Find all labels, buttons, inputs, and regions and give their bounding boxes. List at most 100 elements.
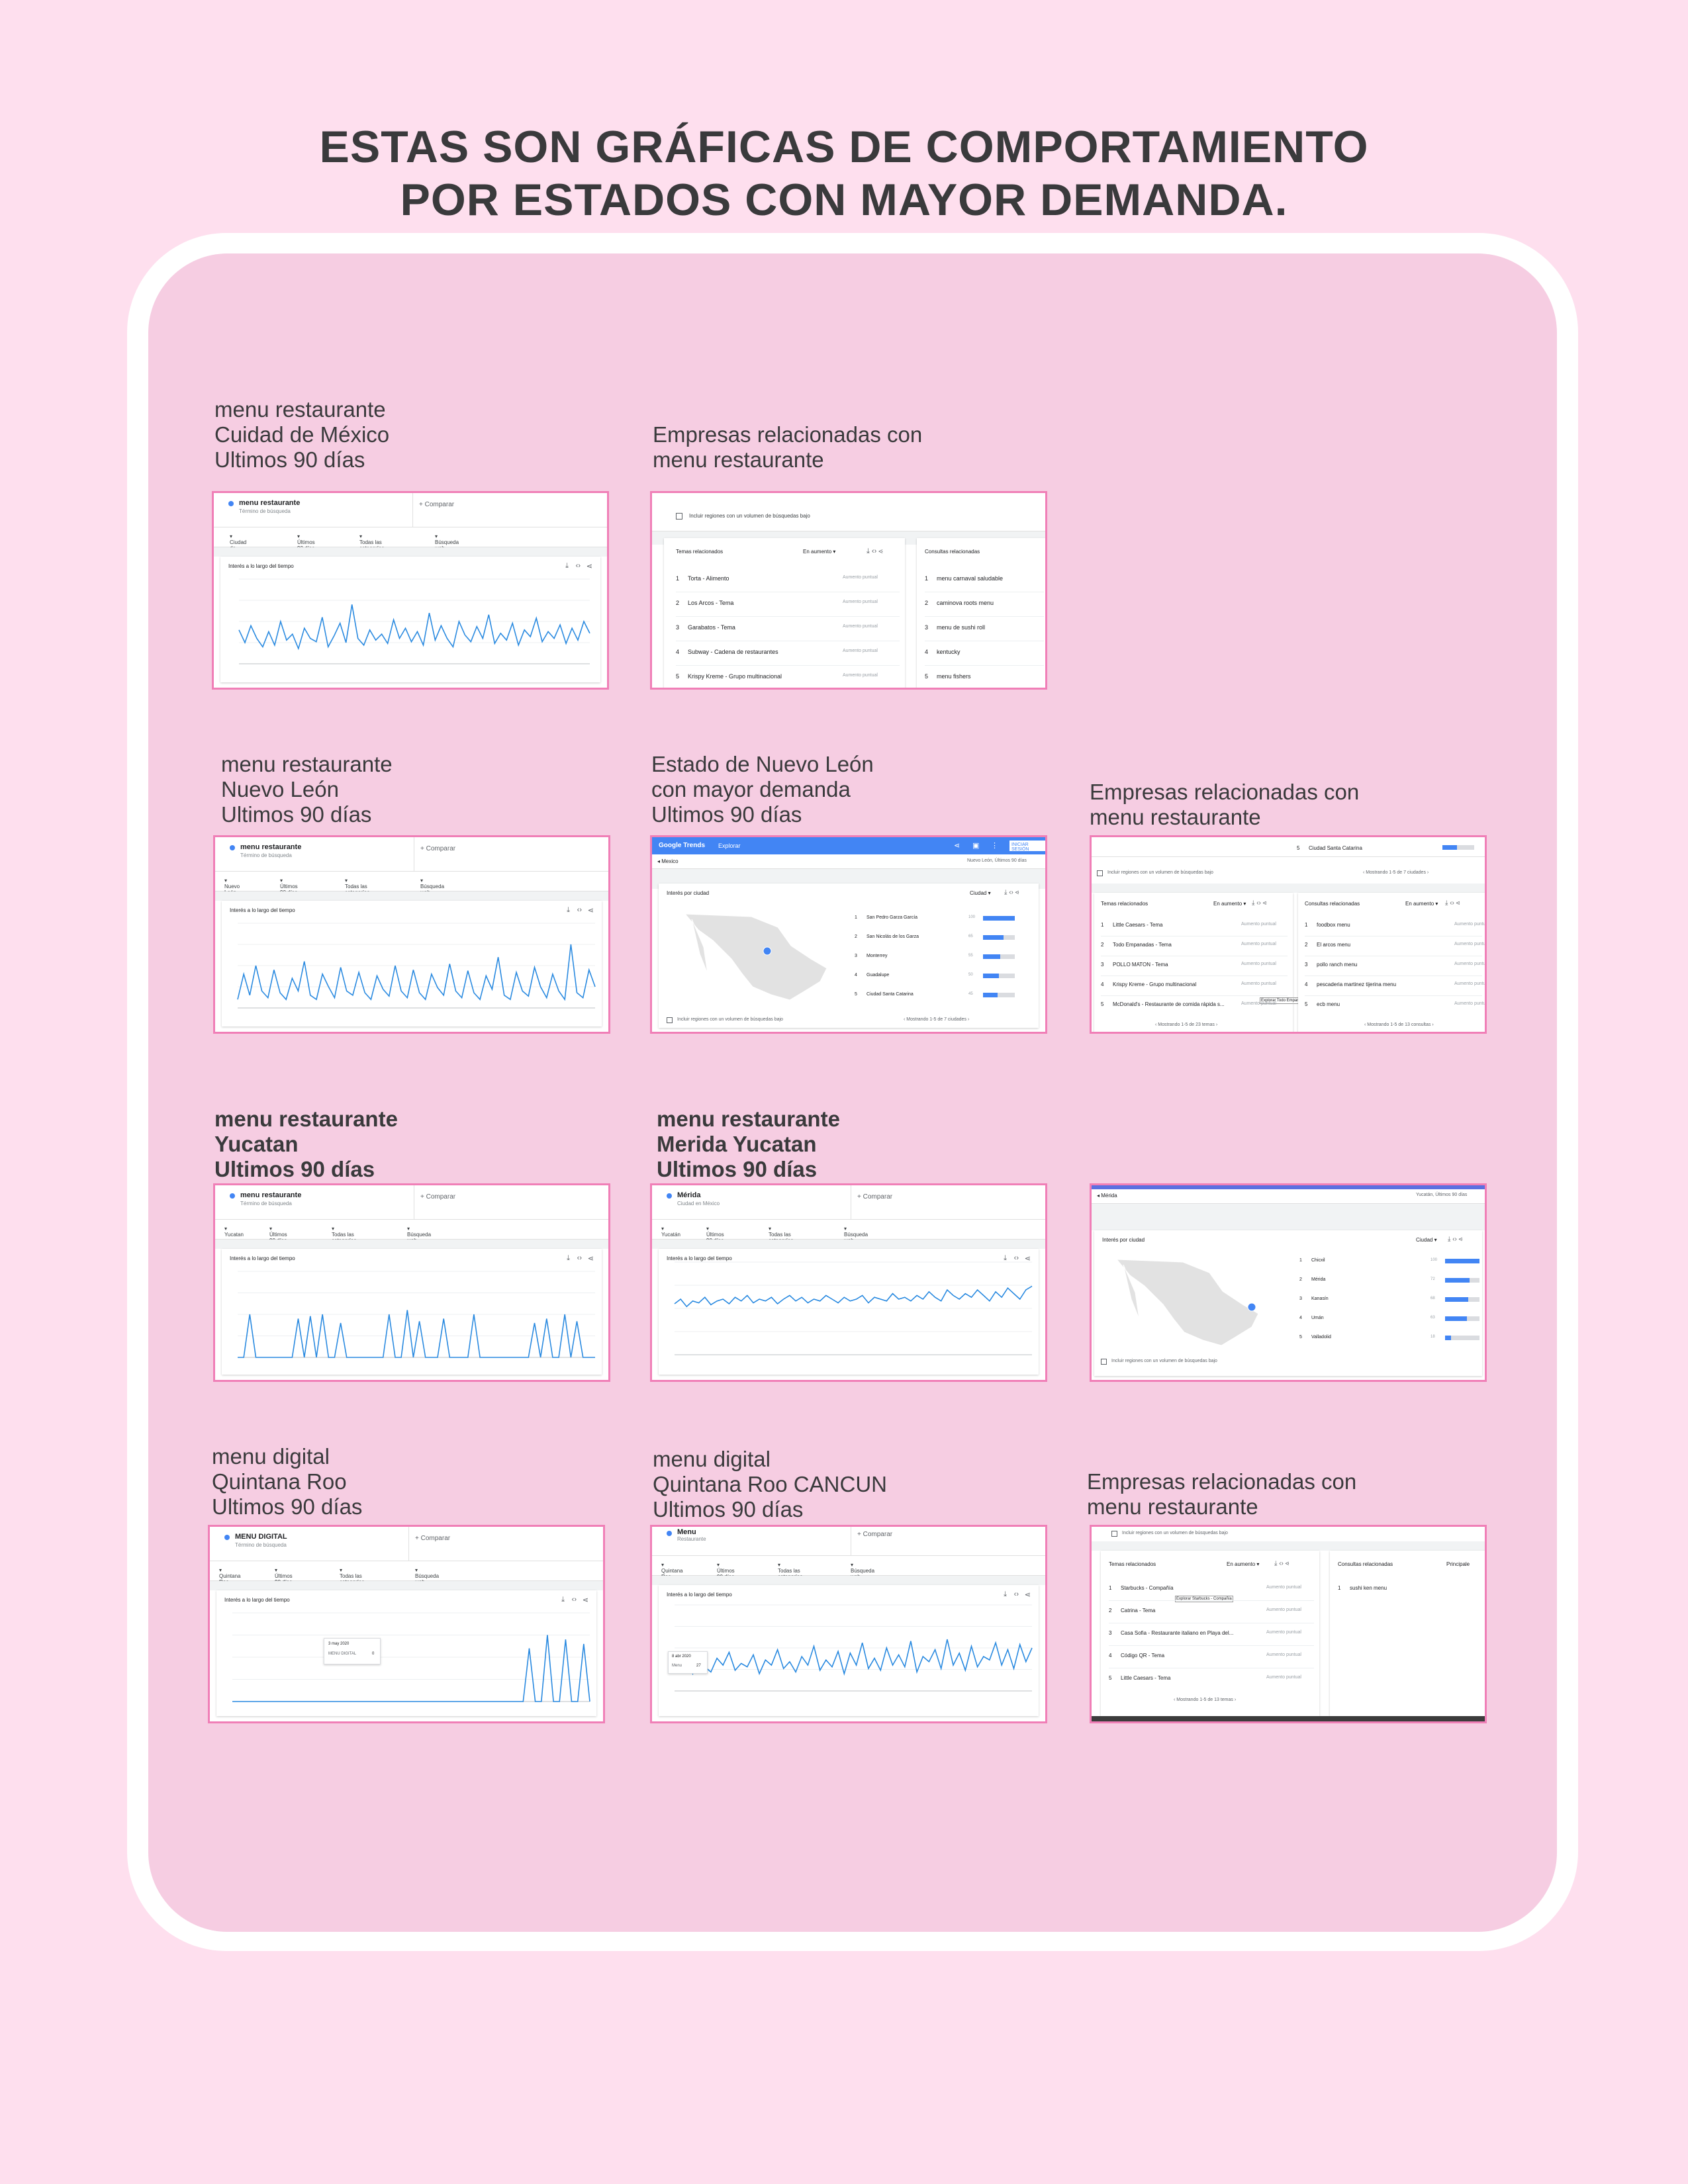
list-item[interactable]: 3 Casa Sofia - Restaurante italiano en Pl… (1109, 1630, 1233, 1636)
rising-dropdown[interactable]: En aumento ▾ (1405, 901, 1438, 907)
time-filter[interactable]: Últimos 90 días ▾ (706, 1226, 724, 1244)
embed-icon[interactable]: ‹› (577, 1254, 582, 1262)
list-item[interactable]: 5 ecb menu (1305, 1001, 1340, 1007)
compare-button[interactable]: + Comparar (420, 845, 456, 852)
city-row[interactable]: 3 Monterrey (855, 954, 888, 958)
compare-button[interactable]: + Comparar (420, 1193, 456, 1201)
list-item[interactable]: 1 sushi ken menu (1338, 1585, 1387, 1591)
checkbox[interactable] (1111, 1531, 1117, 1537)
download-icon[interactable]: ⤓ ‹› ⋖ (867, 547, 883, 555)
compare-button[interactable]: + Comparar (419, 501, 455, 508)
city-dropdown[interactable]: Ciudad ▾ (970, 890, 991, 896)
embed-icon[interactable]: ‹› (1013, 1254, 1019, 1262)
time-filter[interactable]: Últimos 90 días ▾ (280, 878, 298, 895)
list-item[interactable]: 4 Subway - Cadena de restaurantes (676, 649, 778, 655)
search-type-filter[interactable]: Búsqueda web ▾ (435, 533, 459, 551)
list-item[interactable]: 5 McDonald's - Restaurante de comida rápi… (1101, 1001, 1225, 1007)
embed-icon[interactable]: ‹› (577, 906, 582, 914)
category-filter[interactable]: Todas las categorías ▾ (332, 1226, 356, 1244)
region-filter[interactable]: Quintana Roo ▾ (219, 1567, 240, 1585)
pagination[interactable]: ‹ Mostrando 1-5 de 7 ciudades › (1363, 870, 1429, 875)
list-item[interactable]: 2 Todo Empanadas - Tema (1101, 942, 1172, 948)
list-item[interactable]: 3 menu de sushi roll (925, 624, 985, 631)
download-icon[interactable]: ⤓ (567, 1254, 570, 1262)
city-row[interactable]: 1 Chicxil (1299, 1258, 1325, 1263)
search-type-filter[interactable]: Búsqueda web ▾ (415, 1567, 439, 1585)
city-row[interactable]: 2 Mérida (1299, 1277, 1325, 1282)
checkbox[interactable] (1101, 1359, 1107, 1365)
search-term[interactable]: Menu (677, 1528, 696, 1536)
embed-icon[interactable]: ‹› (571, 1596, 577, 1604)
compare-button[interactable]: + Comparar (415, 1535, 451, 1542)
checkbox[interactable] (676, 513, 682, 520)
compare-button[interactable]: + Comparar (857, 1193, 893, 1201)
rising-dropdown[interactable]: En aumento ▾ (1213, 901, 1246, 907)
search-type-filter[interactable]: Búsqueda web ▾ (407, 1226, 431, 1244)
feedback-icon[interactable]: ▣ (972, 842, 980, 850)
share-icon[interactable]: ⋖ (1024, 1255, 1031, 1263)
list-item[interactable]: 4 Krispy Kreme - Grupo multinacional (1101, 981, 1196, 987)
city-row[interactable]: 4 Guadalupe (855, 973, 889, 978)
category-filter[interactable]: Todas las categorías ▾ (359, 533, 384, 551)
share-icon[interactable]: ⋖ (1024, 1591, 1031, 1599)
download-icon[interactable]: ⤓ (567, 906, 570, 914)
category-filter[interactable]: Todas las categorías ▾ (769, 1226, 793, 1244)
download-icon[interactable]: ⤓ (1004, 1590, 1007, 1598)
share-icon[interactable]: ⋖ (587, 907, 594, 915)
search-type-filter[interactable]: Búsqueda web ▾ (420, 878, 444, 895)
download-icon[interactable]: ⤓ ‹› ⋖ (1445, 899, 1460, 907)
download-icon[interactable]: ⤓ (565, 562, 569, 570)
search-term[interactable]: menu restaurante (240, 1191, 302, 1199)
list-item[interactable]: 2 Catrina - Tema (1109, 1608, 1155, 1614)
list-item[interactable]: 1 foodbox menu (1305, 922, 1350, 928)
city-row[interactable]: 3 Kanasín (1299, 1297, 1329, 1301)
list-item[interactable]: 1 Torta - Alimento (676, 575, 729, 582)
share-icon[interactable]: ⋖ (587, 1255, 594, 1263)
download-icon[interactable]: ⤓ (1004, 1254, 1007, 1262)
list-item[interactable]: 2 Los Arcos - Tema (676, 600, 733, 606)
rising-dropdown[interactable]: En aumento ▾ (1227, 1561, 1260, 1567)
city-row[interactable]: 5 Ciudad Santa Catarina (855, 992, 914, 997)
time-filter[interactable]: Últimos 90 días ▾ (269, 1226, 287, 1244)
list-item[interactable]: 1 Little Caesars - Tema (1101, 922, 1162, 928)
city-row[interactable]: 5 Valladolid (1299, 1335, 1331, 1340)
search-term[interactable]: menu restaurante (240, 843, 302, 851)
region-filter[interactable]: Quintana Roo ▾ (661, 1562, 682, 1580)
search-term[interactable]: menu restaurante (239, 499, 301, 507)
pagination[interactable]: ‹ Mostrando 1-5 de 23 temas › (1155, 1023, 1218, 1027)
city-row[interactable]: 1 San Pedro Garza García (855, 915, 917, 920)
region-filter[interactable]: Yucatan ▾ (224, 1226, 244, 1238)
rising-dropdown[interactable]: En aumento ▾ (803, 549, 836, 555)
category-filter[interactable]: Todas las categorías ▾ (778, 1562, 802, 1580)
apps-icon[interactable]: ⋮ (991, 842, 998, 850)
list-item[interactable]: 4 Código QR - Tema (1109, 1653, 1164, 1659)
sign-in-button[interactable]: INICIAR SESIÓN (1009, 841, 1045, 852)
list-item[interactable]: 4 kentucky (925, 649, 961, 655)
search-type-filter[interactable]: Búsqueda web ▾ (844, 1226, 868, 1244)
embed-icon[interactable]: ‹› (1013, 1590, 1019, 1598)
time-filter[interactable]: Últimos 90 días ▾ (297, 533, 315, 551)
city-row[interactable]: 2 San Nicolás de los Garza (855, 934, 919, 939)
share-icon[interactable]: ⋖ (582, 1596, 588, 1604)
share-icon[interactable]: ⋖ (954, 842, 961, 850)
download-icon[interactable]: ⤓ ‹› ⋖ (1448, 1236, 1463, 1243)
list-item[interactable]: 5 Little Caesars - Tema (1109, 1675, 1170, 1681)
principal-dropdown[interactable]: Principale (1446, 1561, 1470, 1567)
checkbox[interactable] (1097, 870, 1103, 876)
list-item[interactable]: 5 menu fishers (925, 673, 971, 680)
pagination[interactable]: ‹ Mostrando 1-5 de 7 ciudades › (904, 1017, 970, 1022)
list-item[interactable]: 3 POLLO MATON - Tema (1101, 962, 1168, 968)
search-type-filter[interactable]: Búsqueda web ▾ (851, 1562, 874, 1580)
share-icon[interactable]: ⋖ (586, 563, 592, 570)
category-filter[interactable]: Todas las categorías ▾ (345, 878, 369, 895)
explore-tab[interactable]: Explorar (718, 842, 741, 849)
search-term[interactable]: Mérida (677, 1191, 701, 1199)
pagination[interactable]: ‹ Mostrando 1-5 de 13 temas › (1174, 1698, 1237, 1702)
list-item[interactable]: 1 menu carnaval saludable (925, 575, 1003, 582)
city-row[interactable]: 4 Umán (1299, 1316, 1324, 1320)
list-item[interactable]: 5 Krispy Kreme - Grupo multinacional (676, 673, 782, 680)
embed-icon[interactable]: ‹› (575, 562, 581, 570)
time-filter[interactable]: Últimos 90 días ▾ (717, 1562, 735, 1580)
download-icon[interactable]: ⤓ ‹› ⋖ (1274, 1560, 1289, 1567)
google-trends-logo[interactable]: Google Trends (659, 842, 706, 849)
